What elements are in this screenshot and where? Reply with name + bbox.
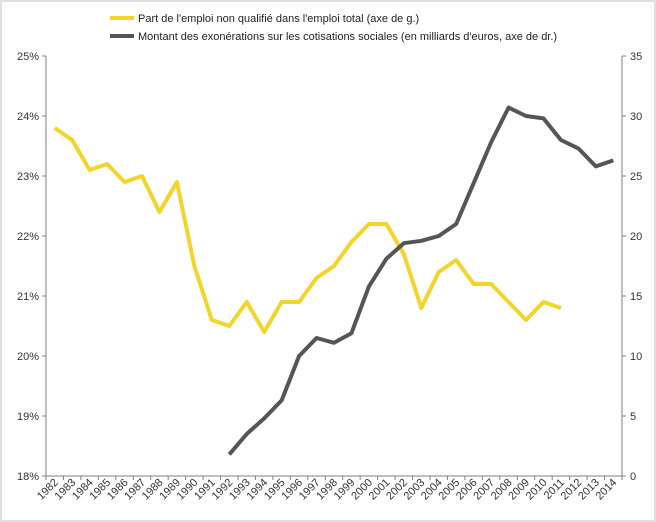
left-tick-label: 24% [17, 111, 39, 123]
left-tick-label: 19% [17, 411, 39, 423]
right-tick-label: 30 [630, 111, 642, 123]
right-tick-label: 35 [630, 51, 642, 63]
left-tick-label: 23% [17, 171, 39, 183]
series-line-1 [53, 126, 562, 334]
left-tick-label: 25% [17, 51, 39, 63]
left-tick-label: 22% [17, 231, 39, 243]
right-tick-label: 20 [630, 231, 642, 243]
series-lines [53, 105, 614, 456]
left-tick-label: 18% [17, 471, 39, 483]
legend: Part de l'emploi non qualifié dans l'emp… [110, 13, 557, 43]
legend-label-1: Part de l'emploi non qualifié dans l'emp… [138, 13, 419, 25]
right-tick-label: 5 [630, 411, 636, 423]
legend-label-2: Montant des exonérations sur les cotisat… [138, 31, 557, 43]
series-line-2 [227, 105, 614, 456]
right-tick-label: 0 [630, 471, 636, 483]
right-tick-label: 25 [630, 171, 642, 183]
right-tick-label: 15 [630, 291, 642, 303]
left-tick-label: 20% [17, 351, 39, 363]
right-tick-label: 10 [630, 351, 642, 363]
left-tick-label: 21% [17, 291, 39, 303]
